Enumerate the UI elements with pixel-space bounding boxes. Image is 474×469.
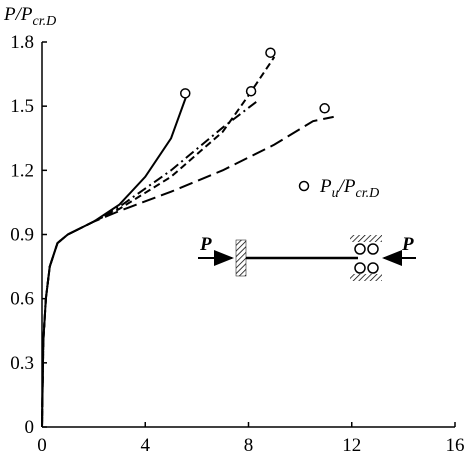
- load-label: P: [199, 234, 212, 255]
- legend-label-part: u: [332, 186, 339, 201]
- y-tick-label: 1.8: [10, 32, 34, 53]
- x-tick-label: 8: [244, 435, 254, 456]
- fixed-support: [235, 239, 247, 277]
- y-tick-label: 0: [25, 417, 35, 438]
- legend-label-part: P: [319, 176, 332, 197]
- legend-marker: [298, 180, 310, 192]
- roller-hatch: [350, 274, 382, 281]
- ultimate-point: [180, 88, 191, 99]
- y-tick-label: 1.5: [10, 96, 34, 117]
- inset-diagram: P P: [198, 234, 416, 281]
- roller-hatch: [350, 235, 382, 242]
- x-tick-label: 4: [141, 435, 151, 456]
- y-tick-label: 1.2: [10, 160, 34, 181]
- y-axis-label-part: cr.D: [33, 14, 57, 29]
- curve: [41, 101, 257, 428]
- load-label: P: [401, 234, 414, 255]
- x-tick-label: 0: [37, 435, 47, 456]
- y-axis-label-part: P/P: [3, 4, 33, 25]
- ultimate-point: [265, 47, 276, 58]
- curve: [41, 95, 188, 428]
- y-tick-label: 0.9: [10, 225, 34, 246]
- y-axis-label: P/Pcr.D: [3, 4, 56, 29]
- legend-label-part: cr.D: [356, 186, 380, 201]
- ultimate-point: [319, 103, 330, 114]
- ultimate-point: [245, 85, 257, 97]
- legend-label-part: /P: [338, 176, 356, 197]
- x-tick-label: 16: [446, 435, 465, 456]
- x-tick-label: 12: [342, 435, 361, 456]
- legend-label: Pu/Pcr.D: [319, 176, 379, 201]
- rollers: [354, 243, 379, 274]
- y-tick-label: 0.3: [10, 353, 34, 374]
- curve: [41, 115, 334, 428]
- y-tick-label: 0.6: [10, 289, 34, 310]
